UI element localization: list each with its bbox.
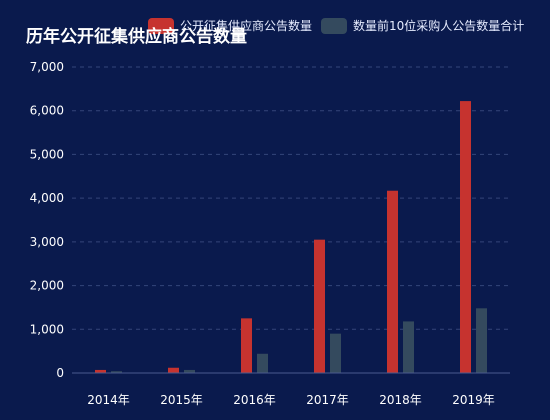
y-tick-label: 4,000: [30, 191, 64, 205]
x-tick-label: 2016年: [233, 393, 276, 407]
grid: [72, 66, 510, 330]
legend: 公开征集供应商公告数量 数量前10位采购人公告数量合计: [148, 18, 524, 34]
bar-series-2-2017年[interactable]: [330, 333, 341, 373]
axes: 0 1,000 2,000 3,000 4,000 5,000 6,000 7,000 2014…: [30, 60, 510, 407]
x-tick-label: 2014年: [87, 393, 130, 407]
y-tick-label: 0: [56, 366, 64, 380]
legend-item-series-2[interactable]: 数量前10位采购人公告数量合计: [321, 18, 524, 34]
bar-series-1-2016年[interactable]: [241, 318, 252, 373]
bar-series-2-2016年[interactable]: [257, 353, 268, 373]
chart-title: 历年公开征集供应商公告数量: [26, 26, 247, 47]
x-tick-label: 2018年: [379, 393, 422, 407]
y-tick-label: 2,000: [30, 279, 64, 293]
bar-series-2-2019年[interactable]: [476, 308, 487, 373]
legend-swatch-series-1: [148, 18, 174, 34]
y-tick-label: 1,000: [30, 322, 64, 336]
legend-label-series-1: 公开征集供应商公告数量: [180, 18, 312, 33]
bar-series-1-2015年[interactable]: [168, 367, 179, 373]
bar-series-1-2019年[interactable]: [460, 101, 471, 374]
bar-series-2-2014年[interactable]: [111, 371, 122, 373]
y-tick-label: 3,000: [30, 235, 64, 249]
x-tick-label: 2015年: [160, 393, 203, 407]
bar-series-1-2014年[interactable]: [95, 369, 106, 373]
legend-label-series-2: 数量前10位采购人公告数量合计: [353, 18, 524, 33]
y-tick-label: 7,000: [30, 60, 64, 74]
bar-series-2-2015年[interactable]: [184, 369, 195, 373]
bar-series-1-2017年[interactable]: [314, 239, 325, 373]
y-tick-label: 5,000: [30, 147, 64, 161]
x-tick-label: 2017年: [306, 393, 349, 407]
bar-series-1-2018年[interactable]: [387, 190, 398, 373]
bars: [95, 101, 487, 374]
legend-swatch-series-2: [321, 18, 347, 34]
legend-item-series-1[interactable]: 公开征集供应商公告数量: [148, 18, 312, 34]
x-tick-label: 2019年: [452, 393, 495, 407]
y-tick-label: 6,000: [30, 104, 64, 118]
bar-series-2-2018年[interactable]: [403, 321, 414, 373]
